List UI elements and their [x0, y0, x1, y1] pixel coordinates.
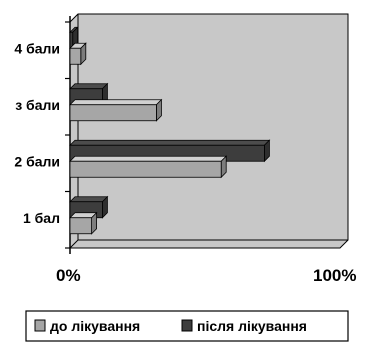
category-label: 1 бал — [23, 210, 60, 226]
bar-before-1 — [69, 155, 228, 179]
bar-top-face — [69, 196, 109, 203]
plot-floor-front — [69, 239, 79, 249]
plot-back-wall — [69, 13, 349, 249]
bar-top-face — [69, 83, 109, 90]
legend: до лікування після лікування — [25, 310, 349, 342]
category-label: з бали — [15, 97, 60, 113]
bar-before-2 — [69, 98, 163, 122]
bar-before-0 — [69, 211, 98, 235]
legend-swatch-before — [34, 319, 46, 332]
bar-front-face — [69, 217, 93, 235]
bar-top-face — [69, 139, 271, 146]
legend-label-before: до лікування — [50, 318, 140, 334]
legend-label-after: після лікування — [197, 318, 307, 334]
category-label: 2 бали — [14, 153, 60, 169]
bar-top-face — [69, 155, 228, 162]
category-labels: 1 бал 2 бали з бали 4 бали — [14, 40, 60, 226]
bar-before-3 — [69, 42, 87, 66]
category-label: 4 бали — [14, 40, 60, 56]
bars — [69, 26, 271, 235]
bar-front-face — [69, 104, 157, 122]
bar-front-face — [69, 47, 82, 65]
y-axis-ticks — [65, 21, 70, 249]
legend-swatch-after — [181, 319, 193, 332]
bar-top-face — [69, 99, 163, 106]
x-tick-label-0: 0% — [56, 266, 81, 285]
bar-front-face — [69, 160, 222, 178]
x-tick-label-1: 100% — [313, 266, 356, 285]
